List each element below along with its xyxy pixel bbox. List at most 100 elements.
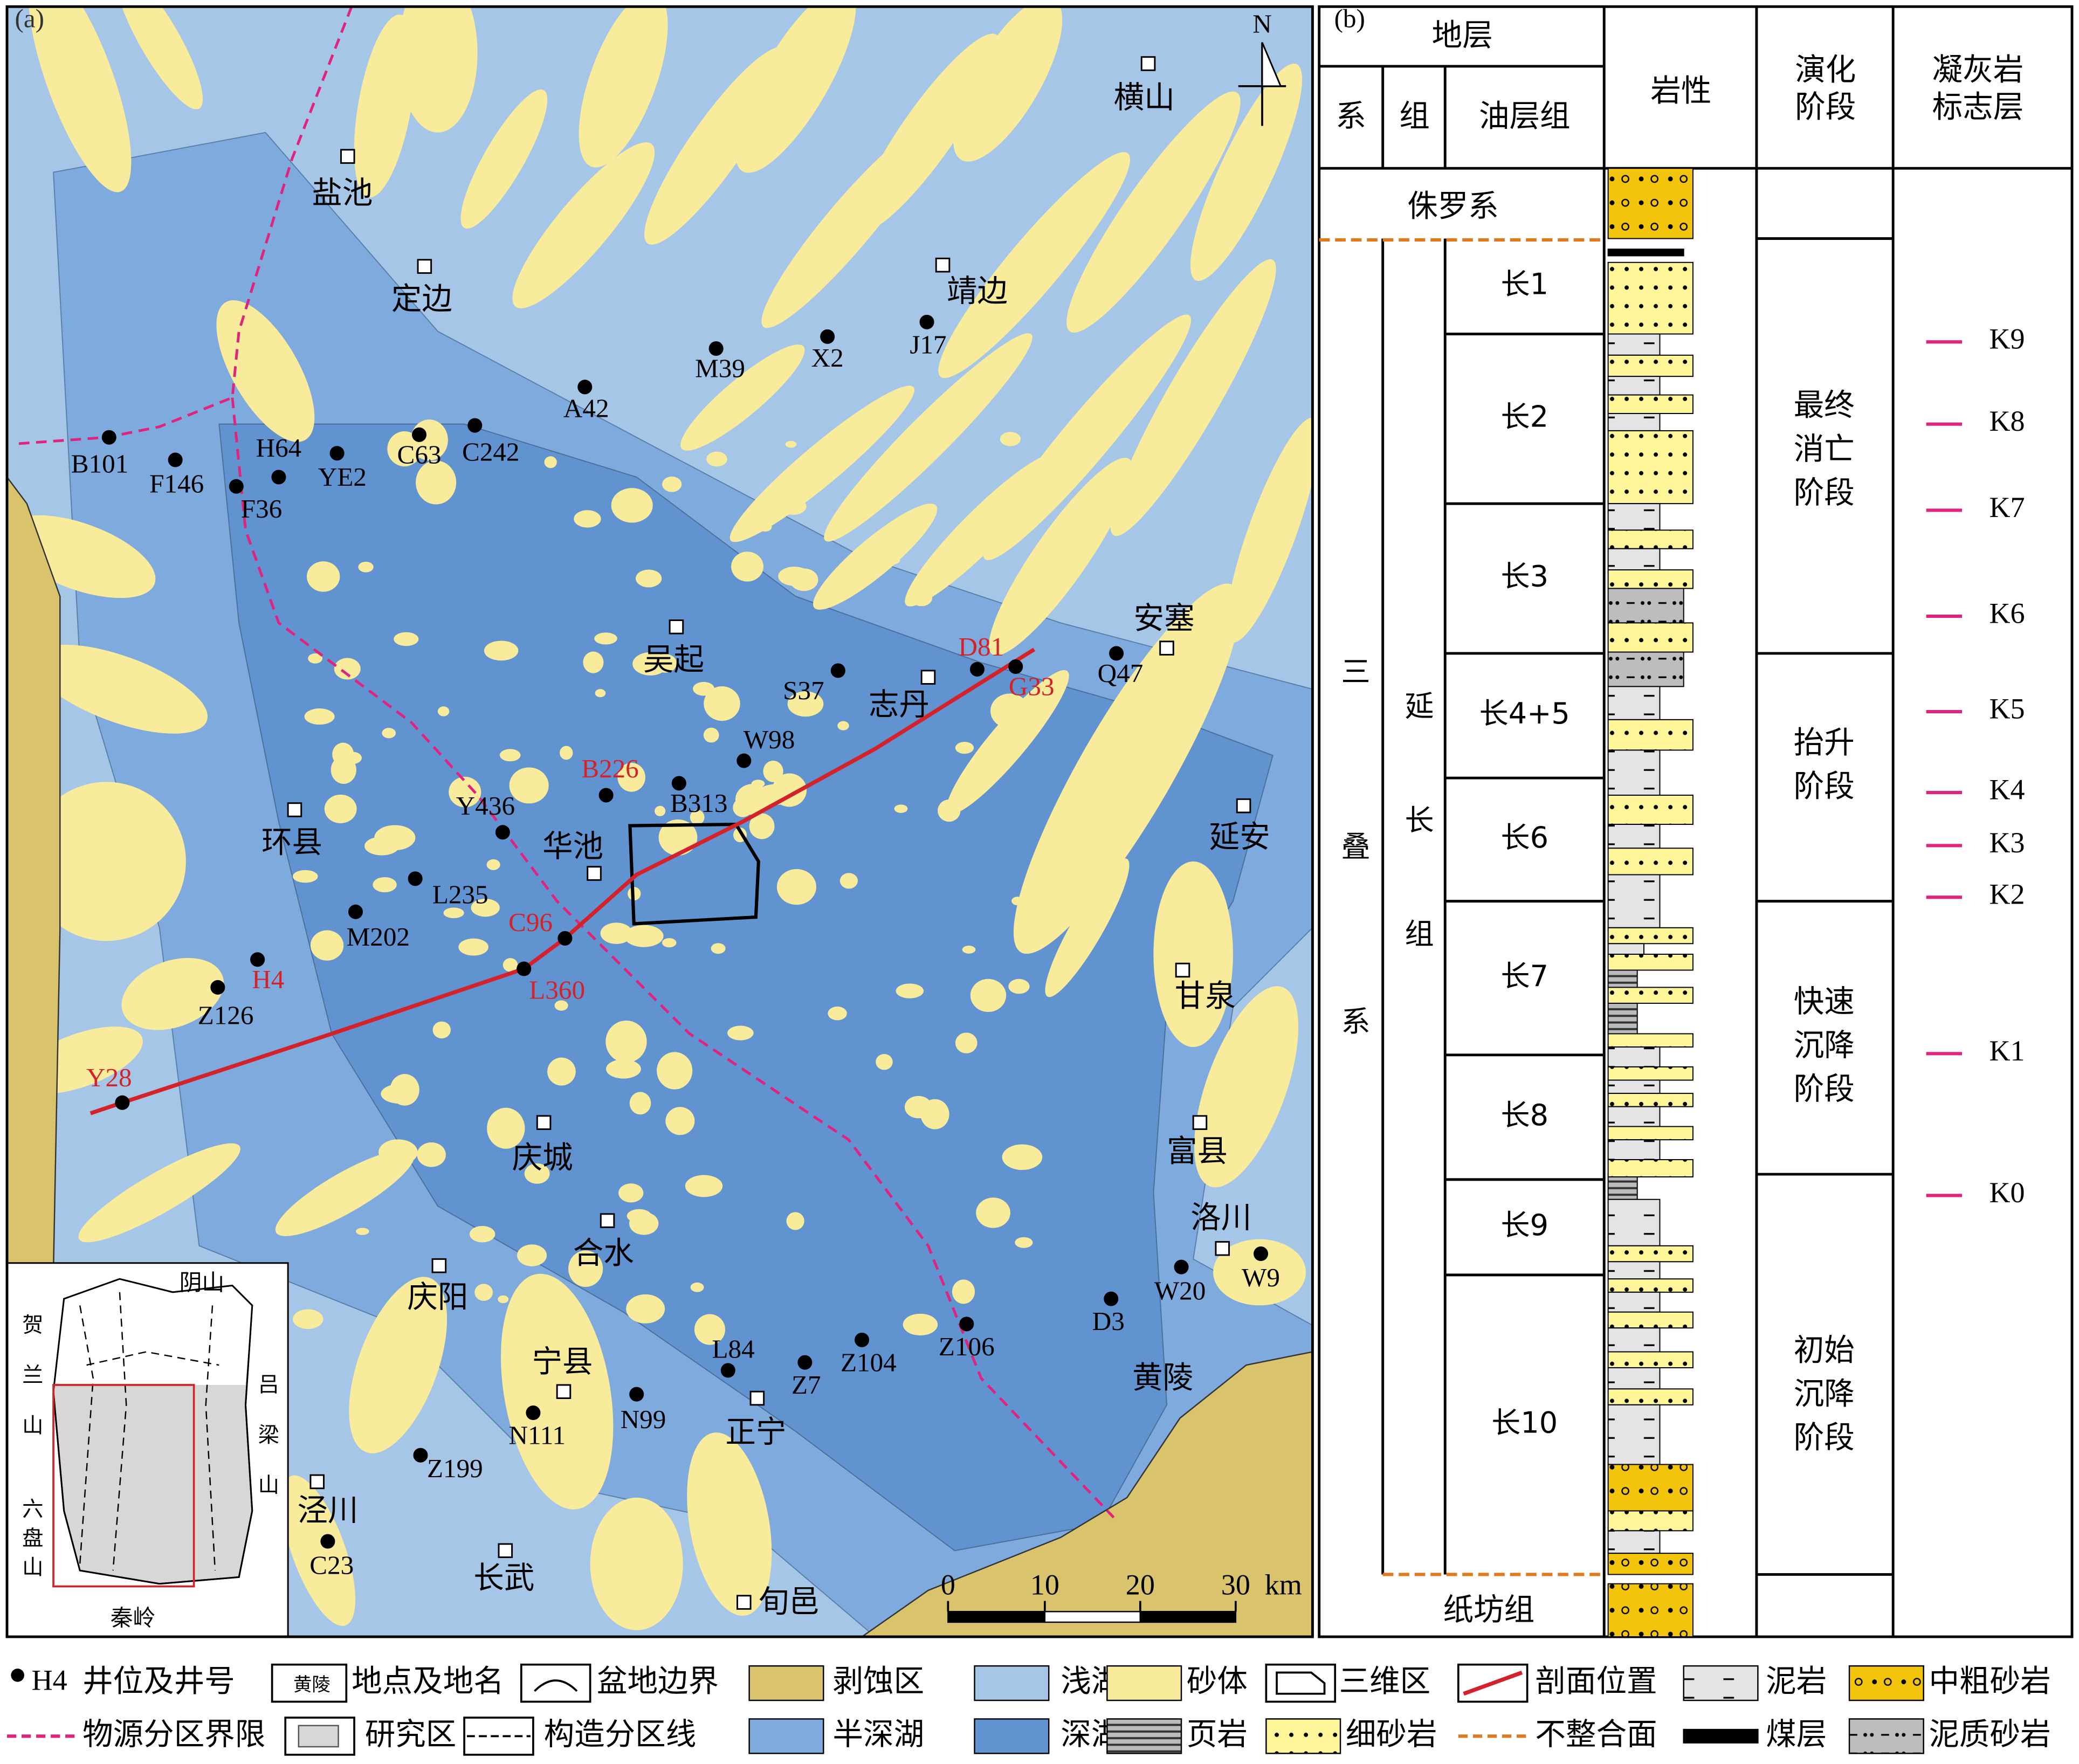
place-marker xyxy=(1140,56,1156,71)
sand-body xyxy=(749,813,775,839)
sand-body xyxy=(856,33,1000,232)
sand-body xyxy=(758,522,772,532)
legend-symbol xyxy=(1265,1718,1341,1754)
sand-body xyxy=(727,1025,754,1041)
well-name: W9 xyxy=(1242,1263,1280,1292)
sand-body xyxy=(611,488,653,523)
place-name: 甘泉 xyxy=(1175,979,1236,1014)
sand-body xyxy=(938,152,1131,378)
well-name: C96 xyxy=(508,907,553,937)
lithology-layer xyxy=(1607,1261,1661,1280)
scale-label: 0 xyxy=(941,1568,955,1601)
sand-body xyxy=(474,1284,493,1301)
sand-body xyxy=(636,569,662,588)
place-name: 泾川 xyxy=(297,1493,358,1528)
sand-body xyxy=(121,957,224,1030)
lithology-layer xyxy=(1607,1198,1661,1246)
stage-name-line: 最终 xyxy=(1794,388,1855,423)
well-name: B226 xyxy=(581,754,639,783)
sand-body xyxy=(1226,417,1313,643)
sand-body xyxy=(876,1053,893,1070)
member-name: 长7 xyxy=(1500,959,1548,993)
legend-symbol xyxy=(1848,1718,1924,1754)
member-name: 长1 xyxy=(1500,267,1548,301)
sand-body xyxy=(449,776,481,808)
lithology-layer xyxy=(1607,874,1661,928)
header-line: 凝灰岩 xyxy=(1932,52,2024,87)
sand-body xyxy=(828,1007,847,1021)
legend-symbol-text: H4 xyxy=(32,1664,67,1696)
sand-body xyxy=(617,762,645,792)
sand-body xyxy=(544,456,557,468)
sand-body xyxy=(813,504,938,610)
lithology-layer xyxy=(1607,719,1694,751)
lithology-layer xyxy=(1607,1351,1694,1368)
place-marker xyxy=(587,866,602,881)
sand-body xyxy=(547,1057,576,1086)
well-name: C242 xyxy=(462,437,520,466)
inset-label: 秦岭 xyxy=(111,1605,156,1631)
sand-body xyxy=(28,6,132,192)
sand-body xyxy=(990,693,1029,729)
lithology-layer xyxy=(1607,651,1684,687)
lithology-layer xyxy=(1607,261,1694,335)
inset-study-area xyxy=(52,1384,195,1588)
lithology-layer xyxy=(1607,1245,1694,1263)
sand-body xyxy=(6,515,156,598)
sand-body xyxy=(756,508,780,522)
stage-name-line: 阶段 xyxy=(1794,1072,1855,1107)
map-panel xyxy=(6,6,1313,1637)
well-name: W20 xyxy=(1154,1276,1206,1306)
sand-body xyxy=(662,476,682,492)
lithology-layer xyxy=(1607,953,1694,971)
lithology-layer xyxy=(1607,333,1661,356)
sand-body xyxy=(618,1183,644,1203)
legend-symbol xyxy=(1848,1665,1924,1701)
lithology-layer xyxy=(1607,1510,1694,1532)
well-name: S37 xyxy=(783,676,824,705)
lithology-layer xyxy=(1607,503,1661,531)
well-marker xyxy=(708,341,724,356)
scale-bar xyxy=(1044,1611,1141,1623)
lithology-layer xyxy=(1607,1079,1661,1094)
well-name: B313 xyxy=(670,788,728,818)
tuff-label: K7 xyxy=(1989,491,2025,523)
member-name: 长3 xyxy=(1500,560,1548,594)
sand-body xyxy=(778,566,810,586)
erosion-area xyxy=(6,476,61,1273)
sand-body xyxy=(443,907,464,919)
member-name: 长9 xyxy=(1500,1208,1548,1242)
sand-body xyxy=(1190,63,1303,281)
place-name: 长武 xyxy=(473,1561,534,1596)
place-marker xyxy=(920,670,936,685)
lithology-layer xyxy=(1607,1033,1694,1048)
well-marker xyxy=(830,663,845,678)
sand-body xyxy=(946,670,1069,815)
sand-body xyxy=(594,632,617,645)
sand-body xyxy=(938,799,961,822)
sand-body xyxy=(390,1074,419,1106)
lithology-layer xyxy=(1607,1553,1694,1575)
lithology-layer xyxy=(1607,1046,1661,1067)
well-name: Z126 xyxy=(198,1000,254,1030)
lithology-layer xyxy=(1607,686,1661,720)
sand-body xyxy=(665,1107,695,1135)
lithology-layer xyxy=(1607,1176,1638,1200)
study-3d-area xyxy=(628,822,760,926)
well-marker xyxy=(720,1363,735,1378)
sand-body xyxy=(275,1149,415,1236)
place-marker xyxy=(431,1258,447,1273)
sand-body xyxy=(292,870,318,883)
tuff-label: K1 xyxy=(1989,1035,2025,1067)
lithology-layer xyxy=(1607,1530,1661,1554)
header: 系 xyxy=(1335,99,1366,134)
sand-body xyxy=(1002,1144,1043,1170)
sand-body xyxy=(657,1052,693,1090)
sand-body xyxy=(628,927,640,938)
sand-body xyxy=(517,1244,547,1266)
well-name: H64 xyxy=(256,433,302,463)
sand-body xyxy=(469,1225,495,1243)
sand-body xyxy=(568,1250,603,1287)
stage-name-line: 抬升 xyxy=(1794,725,1855,760)
lithology-layer xyxy=(1607,943,1644,955)
